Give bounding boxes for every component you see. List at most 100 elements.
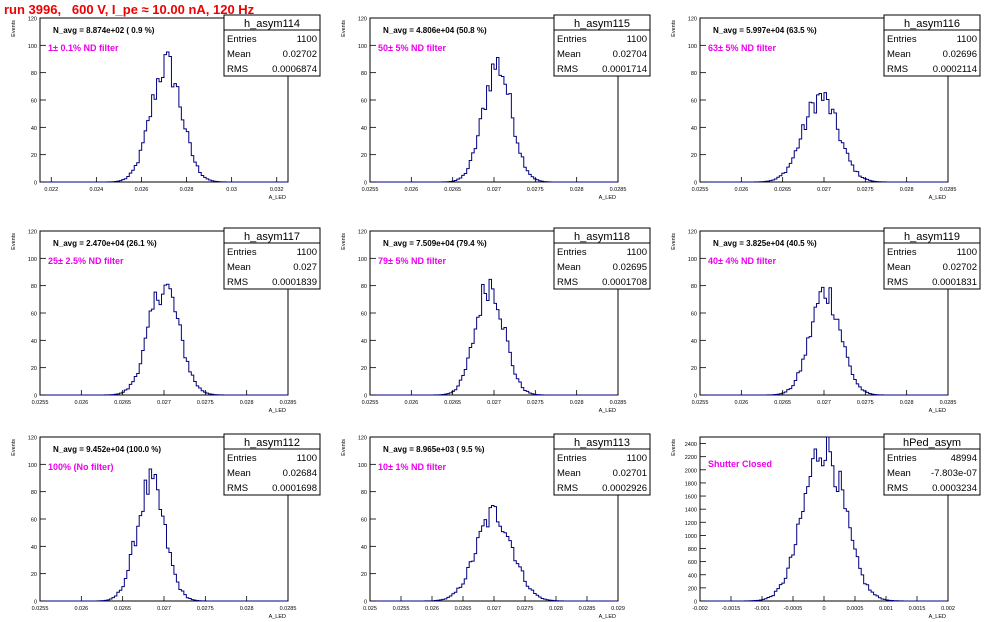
filter-label: 40± 4% ND filter xyxy=(708,256,776,266)
stats-label: Mean xyxy=(557,49,581,60)
histogram-name: h_asym113 xyxy=(574,437,630,449)
y-tick-label: 100 xyxy=(688,257,697,263)
stats-value: 0.0002114 xyxy=(933,64,977,75)
x-tick-label: 0.026 xyxy=(74,400,88,406)
stats-label: Entries xyxy=(227,453,257,464)
x-axis-label: A_LED xyxy=(269,408,286,414)
y-axis-label: Events xyxy=(341,20,347,37)
x-axis-label: A_LED xyxy=(269,195,286,201)
stats-value: 0.0001708 xyxy=(602,277,647,288)
y-axis-label: Events xyxy=(341,439,347,456)
y-tick-label: 100 xyxy=(28,463,37,469)
y-tick-label: 400 xyxy=(688,573,697,579)
y-tick-label: 0 xyxy=(694,600,697,606)
x-tick-label: 0.027 xyxy=(817,400,831,406)
y-tick-label: 0 xyxy=(34,600,37,606)
y-tick-label: 80 xyxy=(361,490,367,496)
y-tick-label: 0 xyxy=(364,394,367,400)
y-tick-label: 20 xyxy=(691,153,697,159)
y-tick-label: 40 xyxy=(361,339,367,345)
x-tick-label: 0.0285 xyxy=(280,606,297,612)
y-tick-label: 120 xyxy=(358,436,367,442)
x-tick-label: 0.026 xyxy=(734,400,748,406)
stats-value: 0.0003234 xyxy=(932,483,977,494)
stats-value: 48994 xyxy=(951,453,977,464)
histogram-line xyxy=(370,56,618,183)
filter-label: 63± 5% ND filter xyxy=(708,43,776,53)
stats-label: Entries xyxy=(227,247,257,258)
stats-label: RMS xyxy=(887,277,908,288)
x-tick-label: 0.024 xyxy=(89,187,103,193)
stats-label: Entries xyxy=(557,34,587,45)
x-tick-label: 0.0255 xyxy=(362,400,379,406)
y-tick-label: 120 xyxy=(28,230,37,236)
stats-value: 1100 xyxy=(297,34,317,45)
stats-value: 1100 xyxy=(627,34,647,45)
x-axis-label: A_LED xyxy=(269,614,286,620)
y-tick-label: 40 xyxy=(361,126,367,132)
x-axis-label: A_LED xyxy=(929,614,946,620)
filter-label: 10± 1% ND filter xyxy=(378,462,446,472)
x-tick-label: 0.0265 xyxy=(444,400,461,406)
stats-label: RMS xyxy=(227,64,248,75)
stats-value: 1100 xyxy=(957,34,977,45)
stats-label: RMS xyxy=(557,277,578,288)
stats-box xyxy=(223,14,321,77)
x-axis-label: A_LED xyxy=(599,408,616,414)
x-tick-label: 0.03 xyxy=(226,187,237,193)
navg-label: N_avg = 3.825e+04 (40.5 %) xyxy=(713,239,817,248)
stats-label: Entries xyxy=(887,34,917,45)
y-axis-label: Events xyxy=(11,439,17,456)
y-tick-label: 120 xyxy=(358,230,367,236)
y-tick-label: 60 xyxy=(691,99,697,105)
x-tick-label: 0.0255 xyxy=(692,187,709,193)
stats-label: Entries xyxy=(227,34,257,45)
stats-box xyxy=(553,227,651,290)
y-tick-label: 0 xyxy=(34,181,37,187)
y-tick-label: 60 xyxy=(691,312,697,318)
x-tick-label: 0.026 xyxy=(74,606,88,612)
filter-label: 1± 0.1% ND filter xyxy=(48,43,119,53)
y-tick-label: 40 xyxy=(691,126,697,132)
filter-label: 79± 5% ND filter xyxy=(378,256,446,266)
stats-label: Entries xyxy=(887,453,917,464)
y-tick-label: 80 xyxy=(31,490,37,496)
histogram-name: h_asym112 xyxy=(244,437,300,449)
x-axis-label: A_LED xyxy=(599,614,616,620)
x-tick-label: 0.0275 xyxy=(517,606,534,612)
y-tick-label: 40 xyxy=(691,339,697,345)
x-tick-label: 0.0275 xyxy=(527,400,544,406)
y-tick-label: 20 xyxy=(31,572,37,578)
y-tick-label: 2200 xyxy=(685,455,697,461)
stats-label: RMS xyxy=(887,64,908,75)
histogram-line xyxy=(370,278,618,396)
y-tick-label: 80 xyxy=(361,284,367,290)
x-tick-label: 0.026 xyxy=(734,187,748,193)
y-tick-label: 100 xyxy=(688,44,697,50)
x-axis-label: A_LED xyxy=(599,195,616,201)
y-tick-label: 800 xyxy=(688,547,697,553)
x-tick-label: 0.027 xyxy=(487,400,501,406)
histogram-panel-h_asym117: 0 20 40 60 80 100 120 0.0255 0.026 0.0265 0.027 0.0… xyxy=(11,227,321,414)
x-tick-label: 0.0265 xyxy=(444,187,461,193)
y-tick-label: 80 xyxy=(691,71,697,77)
filter-label: 50± 5% ND filter xyxy=(378,43,446,53)
histogram-line xyxy=(370,505,618,602)
x-tick-label: 0.028 xyxy=(240,400,254,406)
navg-label: N_avg = 9.452e+04 (100.0 %) xyxy=(53,445,161,454)
y-tick-label: 80 xyxy=(361,71,367,77)
stats-label: Mean xyxy=(227,468,251,479)
y-tick-label: 0 xyxy=(34,394,37,400)
y-tick-label: 100 xyxy=(358,463,367,469)
y-tick-label: 1000 xyxy=(685,534,697,540)
x-tick-label: 0.002 xyxy=(941,606,955,612)
histogram-panel-h_asym112: 0 20 40 60 80 100 120 0.0255 0.026 0.0265 0.027 0.0… xyxy=(11,433,321,620)
y-tick-label: 120 xyxy=(358,17,367,23)
y-tick-label: 40 xyxy=(31,126,37,132)
stats-value: 1100 xyxy=(627,247,647,258)
y-axis-label: Events xyxy=(671,439,677,456)
x-tick-label: 0.0005 xyxy=(847,606,864,612)
histogram-panel-h_asym116: 0 20 40 60 80 100 120 0.0255 0.026 0.0265 0.027 0.0… xyxy=(671,14,981,201)
x-tick-label: 0.027 xyxy=(487,187,501,193)
stats-value: 0.02704 xyxy=(613,49,647,60)
